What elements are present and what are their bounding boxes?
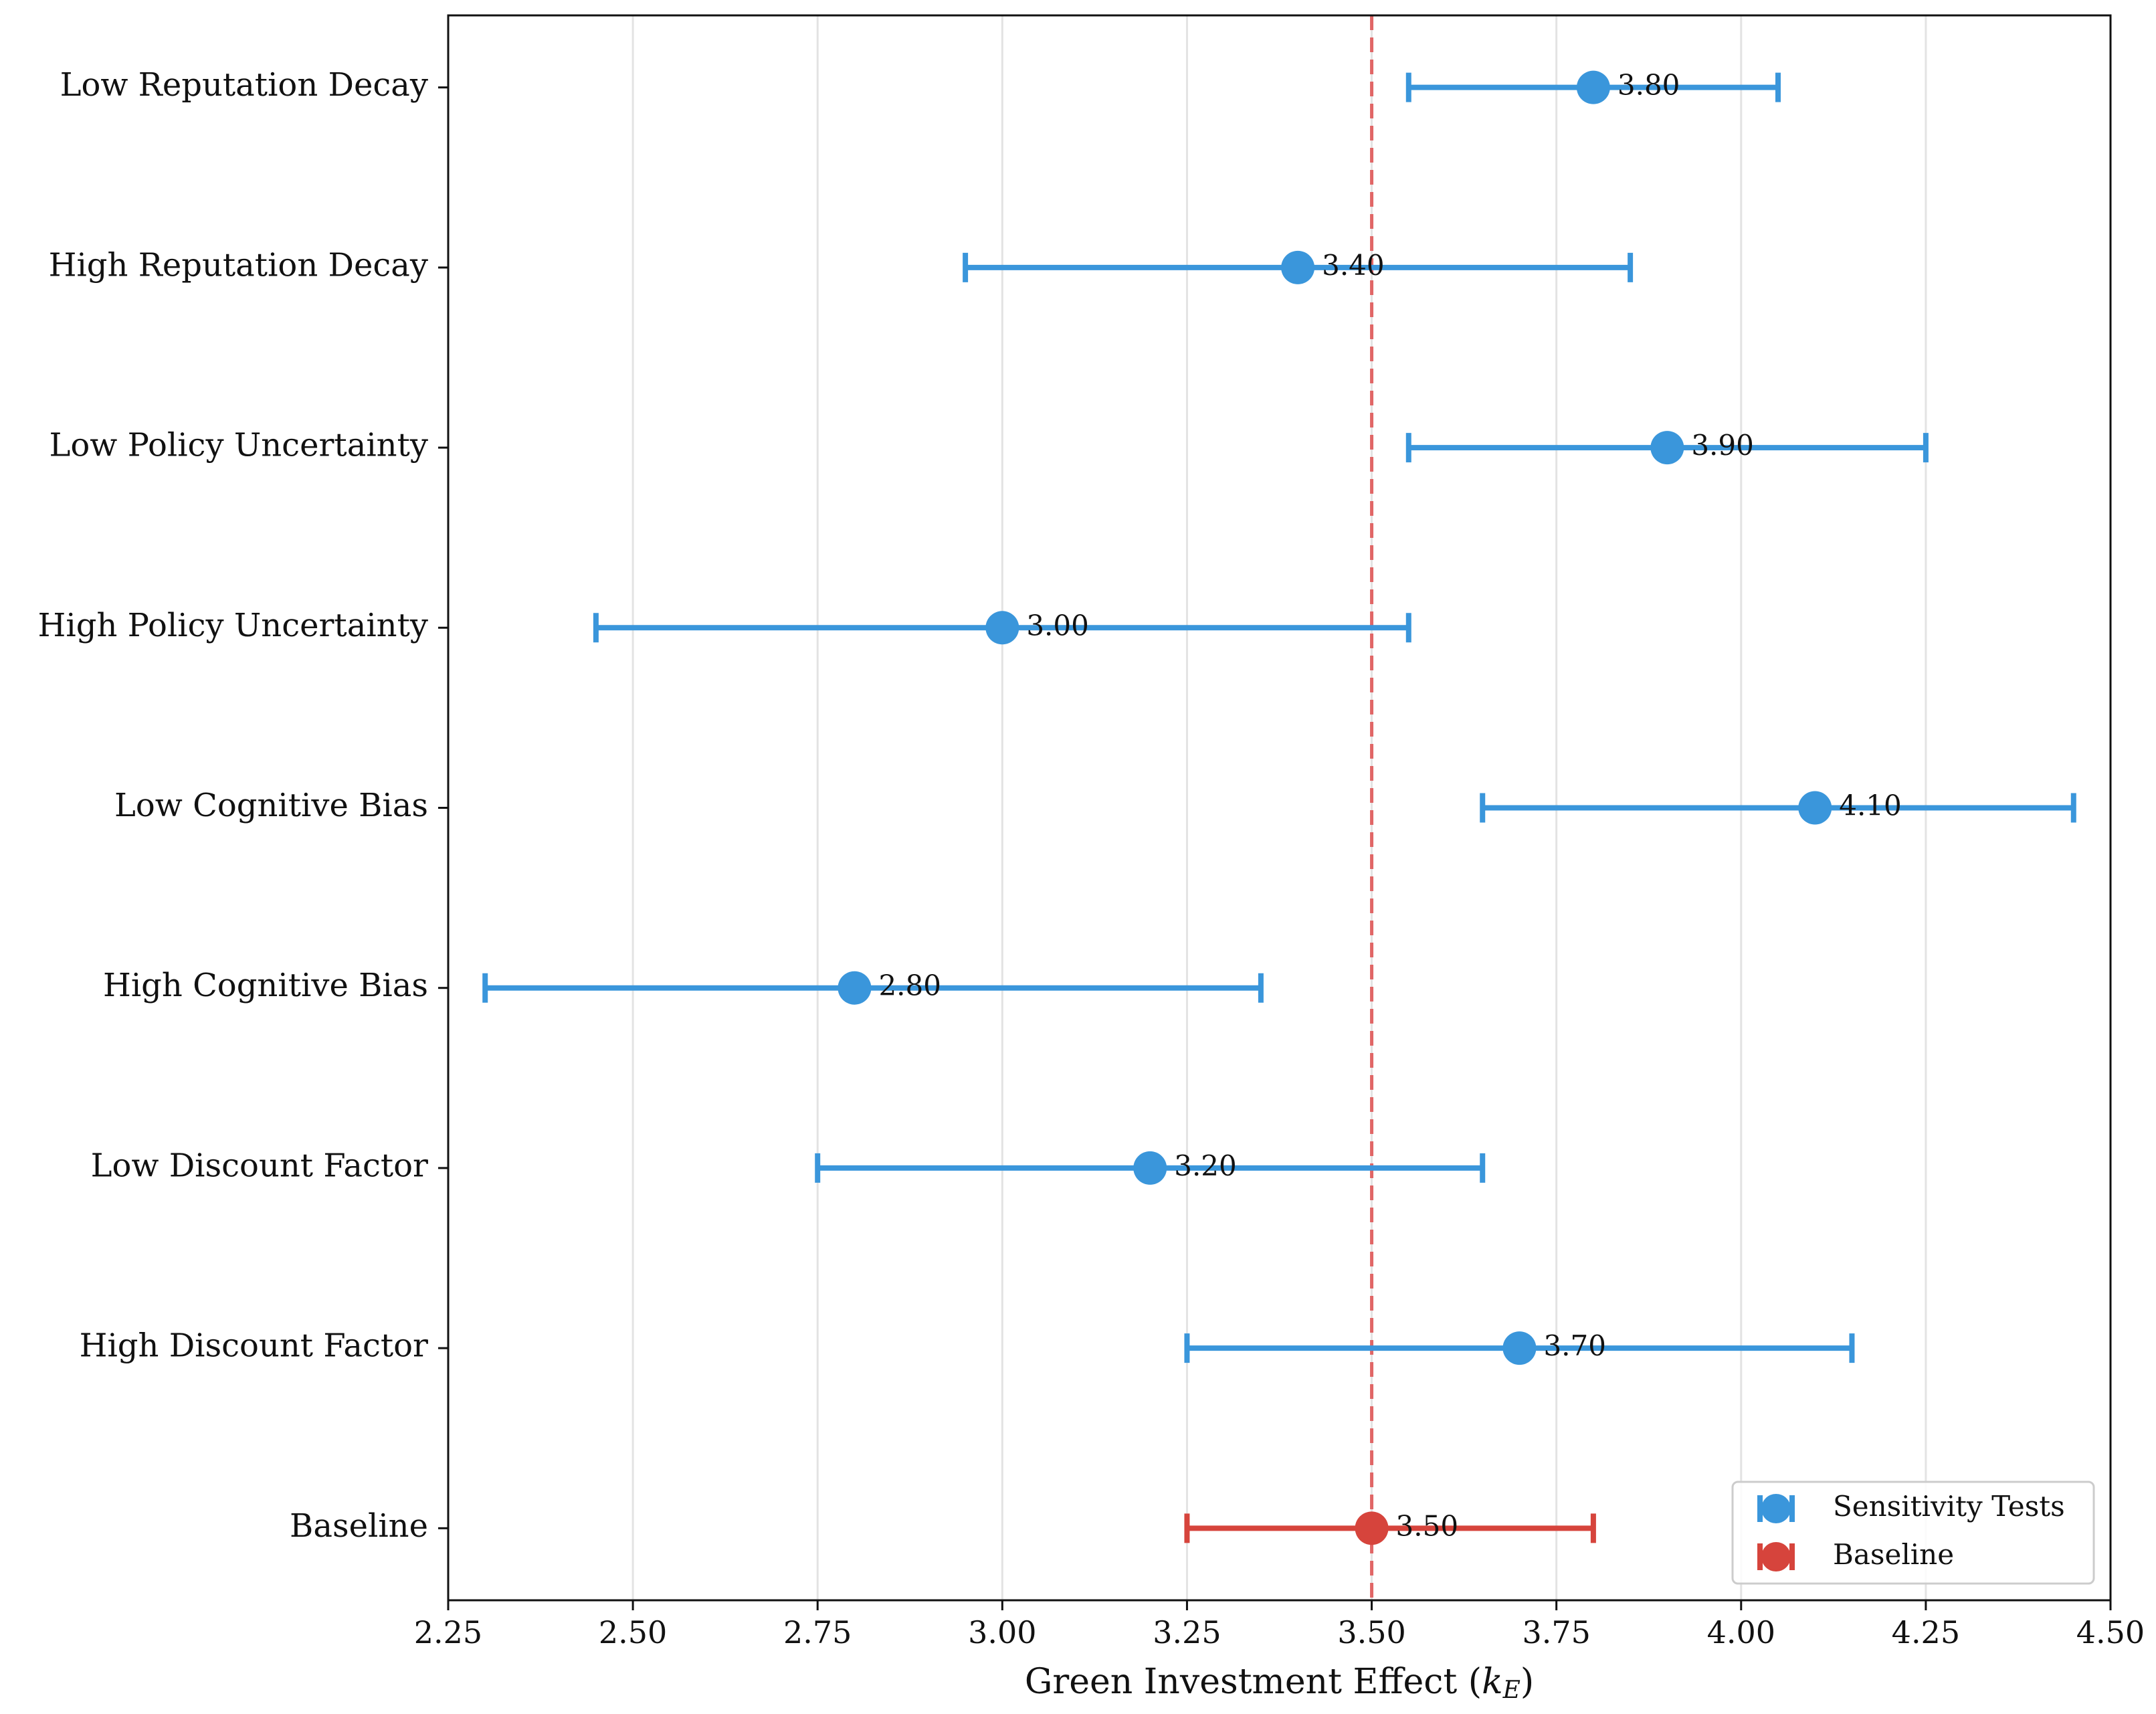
y-tick-label: Low Policy Uncertainty <box>49 427 428 464</box>
x-tick-label: 3.50 <box>1337 1614 1405 1650</box>
value-label: 3.90 <box>1691 429 1754 462</box>
x-tick-label: 3.75 <box>1522 1614 1590 1650</box>
x-tick-label: 4.25 <box>1892 1614 1960 1650</box>
x-tick-label: 2.50 <box>599 1614 667 1650</box>
y-tick-label: Low Discount Factor <box>91 1147 428 1184</box>
y-tick-label: High Discount Factor <box>80 1327 428 1365</box>
x-tick-label: 3.00 <box>968 1614 1036 1650</box>
value-label: 3.80 <box>1618 69 1680 102</box>
point <box>1650 431 1684 465</box>
legend-label: Sensitivity Tests <box>1833 1490 2065 1523</box>
x-axis-label: Green Investment Effect (kE) <box>1025 1662 1534 1705</box>
value-label: 3.20 <box>1174 1149 1237 1182</box>
y-tick-label: Low Reputation Decay <box>60 66 428 104</box>
point <box>1281 250 1315 284</box>
point <box>1502 1331 1537 1365</box>
y-tick-label: High Policy Uncertainty <box>38 607 429 644</box>
y-tick-label: High Reputation Decay <box>49 246 428 284</box>
x-axis-label-part: E <box>1502 1677 1521 1704</box>
point <box>1133 1151 1167 1185</box>
x-tick-label: 2.75 <box>783 1614 852 1650</box>
value-label: 3.40 <box>1322 249 1385 282</box>
x-axis-label-part: k <box>1482 1662 1503 1702</box>
x-tick-label: 4.00 <box>1707 1614 1775 1650</box>
point <box>1576 70 1610 104</box>
x-axis-label-part: Green Investment Effect ( <box>1025 1662 1482 1702</box>
value-label: 2.80 <box>878 969 941 1002</box>
value-label: 4.10 <box>1839 789 1902 822</box>
value-label: 3.00 <box>1026 609 1089 642</box>
legend-label: Baseline <box>1833 1538 1954 1571</box>
y-tick-label: Low Cognitive Bias <box>114 787 428 824</box>
x-tick-label: 4.50 <box>2076 1614 2145 1650</box>
point <box>985 611 1019 645</box>
x-tick-label: 2.25 <box>414 1614 482 1650</box>
x-tick-label: 3.25 <box>1153 1614 1221 1650</box>
legend-marker <box>1761 1494 1791 1523</box>
plot-frame <box>447 14 2112 1602</box>
x-axis-label-part: ) <box>1521 1662 1534 1702</box>
y-tick-label: High Cognitive Bias <box>103 967 428 1004</box>
legend-box <box>1731 1481 2095 1585</box>
value-label: 3.70 <box>1543 1329 1606 1362</box>
legend-marker <box>1761 1542 1791 1572</box>
point <box>1355 1511 1389 1545</box>
y-tick-label: Baseline <box>290 1507 428 1545</box>
point <box>838 971 872 1005</box>
value-label: 3.50 <box>1396 1509 1459 1542</box>
point <box>1798 791 1832 825</box>
